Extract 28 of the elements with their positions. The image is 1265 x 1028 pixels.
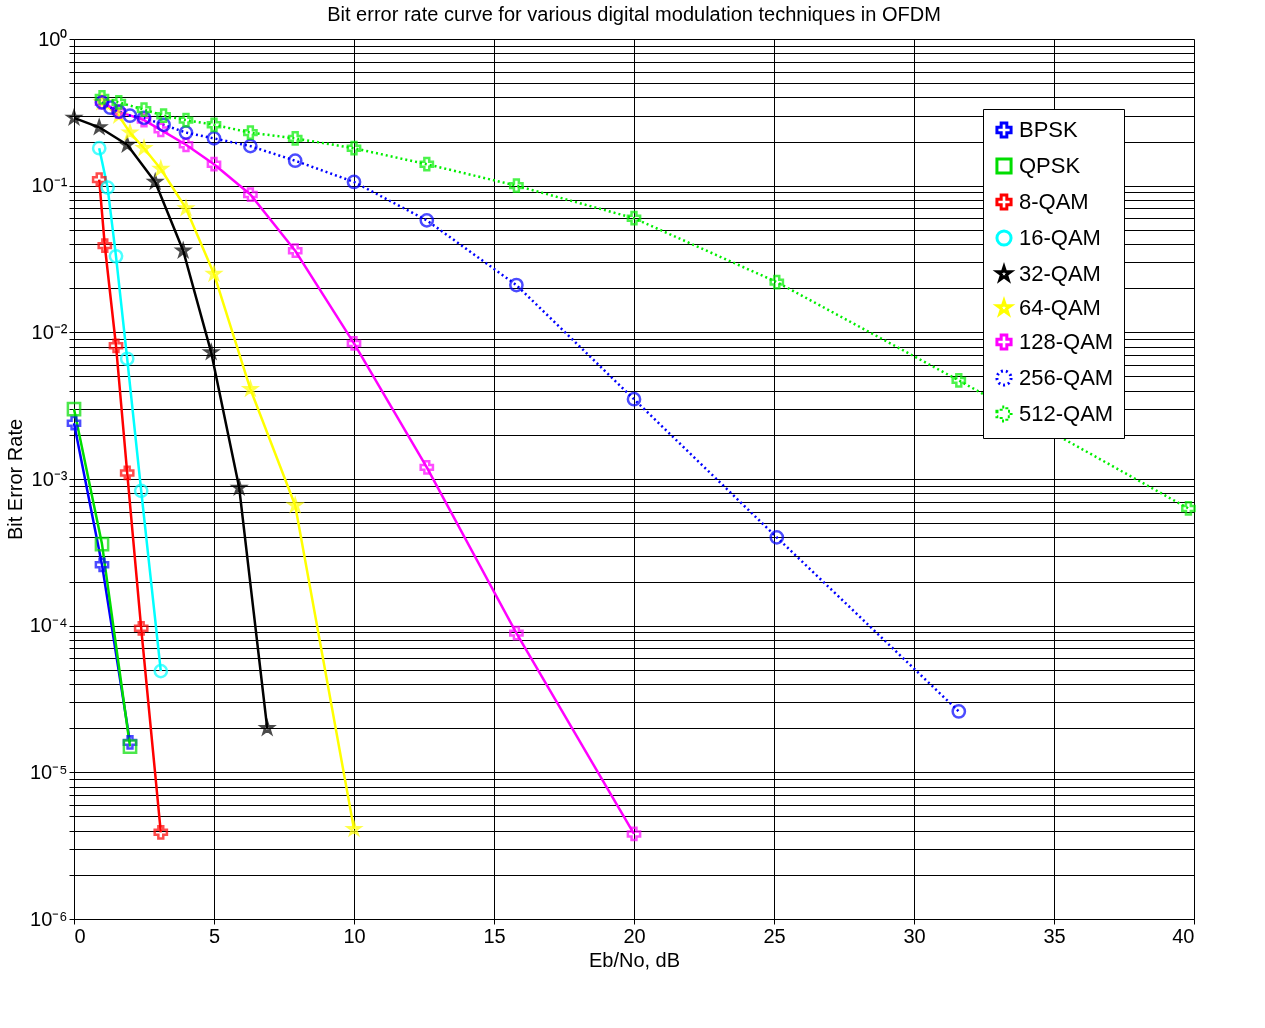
x-tick-label: 30: [903, 924, 926, 947]
x-tick-label: 25: [763, 924, 786, 947]
y-tick-label: 10⁻⁶: [30, 907, 68, 930]
y-tick-label: 10⁻²: [31, 320, 68, 343]
y-tick-label: 10⁻⁵: [29, 760, 68, 783]
x-tick-label: 5: [208, 924, 221, 947]
y-tick-label: 10⁻¹: [31, 174, 68, 197]
y-tick-label: 10⁻³: [31, 467, 68, 490]
legend-label: BPSK: [1019, 117, 1079, 142]
x-tick-label: 15: [483, 924, 506, 947]
y-tick-label: 10⁰: [38, 27, 68, 50]
x-tick-label: 40: [1172, 924, 1195, 947]
y-tick-label: 10⁻⁴: [29, 614, 68, 637]
legend-label: 512-QAM: [1019, 401, 1114, 426]
x-axis-title: Eb/No, dB: [588, 948, 681, 971]
x-tick-label: 0: [74, 924, 86, 947]
x-tick-label: 10: [343, 924, 366, 947]
legend-label: 64-QAM: [1019, 295, 1101, 320]
y-axis-title: Bit Error Rate: [3, 418, 26, 541]
legend-label: 8-QAM: [1019, 189, 1089, 214]
legend-label: QPSK: [1019, 153, 1081, 178]
x-tick-label: 35: [1043, 924, 1066, 947]
legend-label: 256-QAM: [1019, 365, 1114, 390]
legend-label: 128-QAM: [1019, 329, 1114, 354]
chart-title: Bit error rate curve for various digital modulation techniques in OFDM: [327, 3, 941, 25]
legend-label: 16-QAM: [1019, 225, 1101, 250]
x-tick-label: 20: [623, 924, 646, 947]
legend-label: 32-QAM: [1019, 261, 1101, 286]
